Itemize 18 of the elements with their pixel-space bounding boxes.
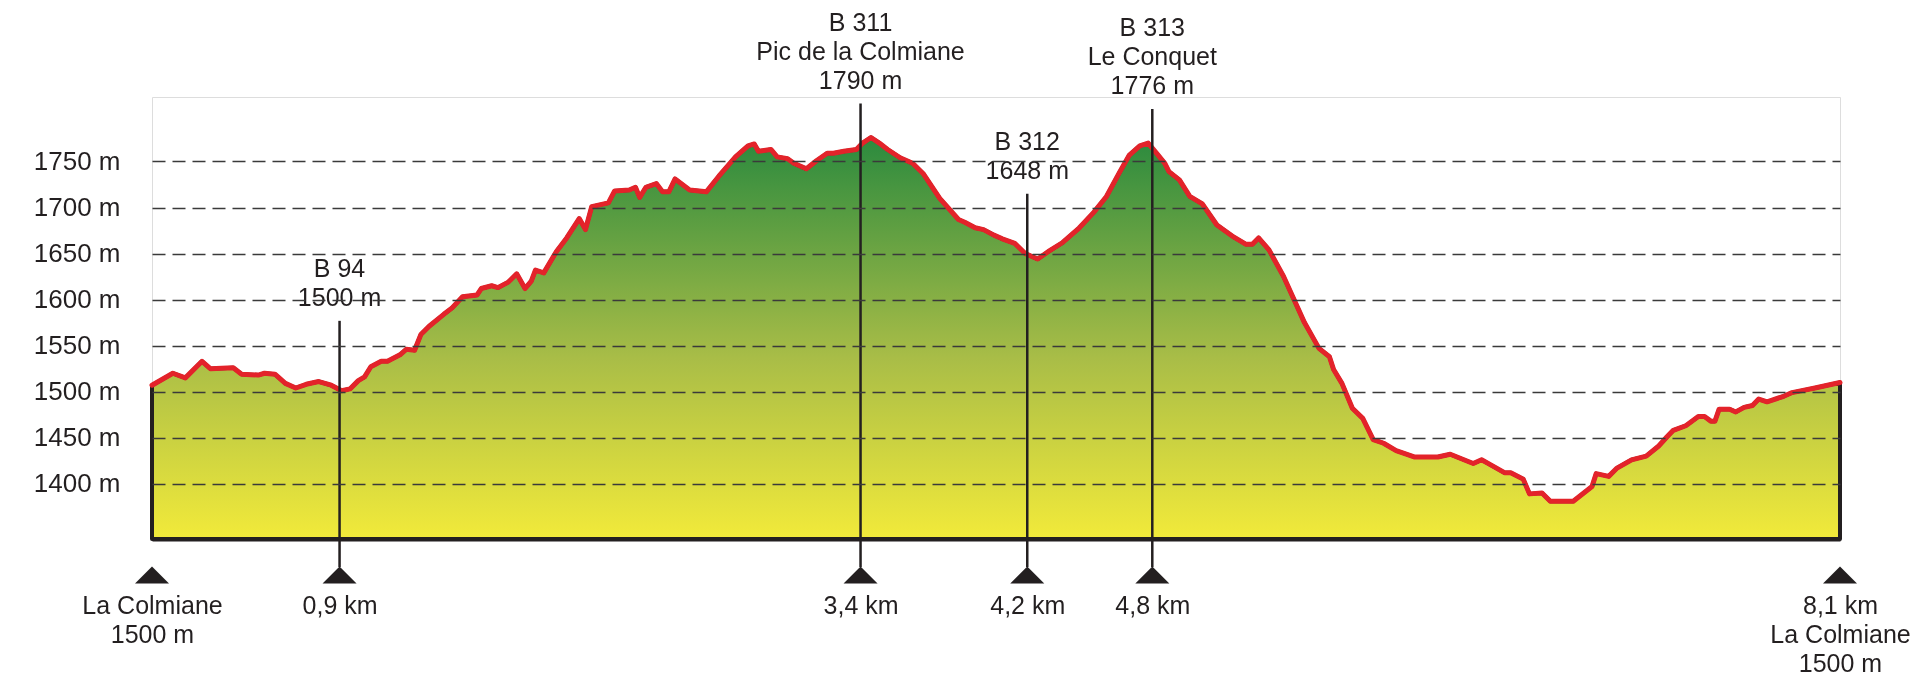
x-tick-label: 8,1 km La Colmiane 1500 m — [1770, 590, 1911, 677]
y-tick-label: 1750 m — [33, 145, 121, 176]
y-tick-label: 1450 m — [33, 422, 121, 453]
y-tick-label: 1700 m — [33, 192, 121, 222]
y-tick-label: 1400 m — [33, 468, 121, 499]
x-tick-label: 0,9 km — [302, 590, 378, 619]
y-tick-label: 1600 m — [33, 284, 121, 315]
ref-line-label: B 94 1500 m — [297, 253, 382, 311]
x-tick-label: 4,8 km — [1115, 590, 1191, 619]
x-tick-label: 4,2 km — [990, 590, 1066, 619]
ref-line-label: B 313 Le Conquet 1776 m — [1087, 13, 1217, 100]
x-tick-label: 3,4 km — [823, 590, 899, 619]
x-tick-label: La Colmiane 1500 m — [82, 590, 223, 648]
y-tick-label: 1500 m — [33, 376, 121, 407]
ref-line-label: B 311 Pic de la Colmiane 1790 m — [756, 7, 965, 94]
ref-line-label: B 312 1648 m — [985, 126, 1069, 184]
y-tick-label: 1550 m — [33, 330, 121, 361]
y-tick-label: 1650 m — [33, 238, 121, 269]
